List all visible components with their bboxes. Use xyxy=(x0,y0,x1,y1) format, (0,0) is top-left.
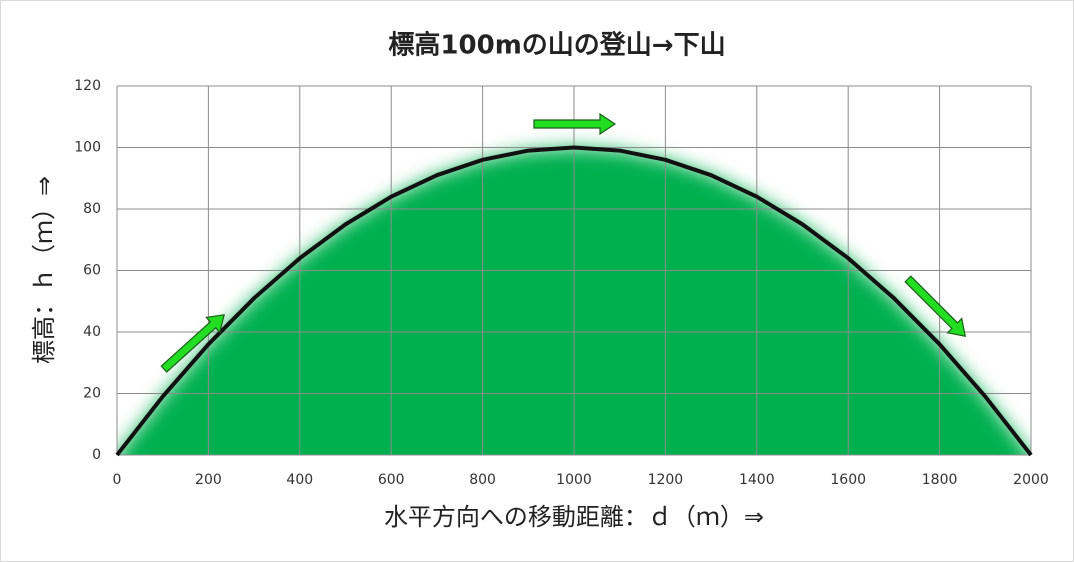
x-tick-label: 2000 xyxy=(1013,472,1049,488)
chart-title: 標高100mの山の登山→下山 xyxy=(388,30,725,61)
y-tick-label: 20 xyxy=(83,386,101,402)
direction-arrows xyxy=(160,112,967,373)
x-tick-label: 1800 xyxy=(922,472,958,488)
y-tick-label: 0 xyxy=(92,447,101,463)
x-tick-label: 0 xyxy=(113,472,122,488)
y-axis-label: 標高：ｈ（ｍ）⇒ xyxy=(30,176,58,364)
x-tick-label: 1200 xyxy=(648,472,684,488)
x-tick-label: 1400 xyxy=(739,472,775,488)
line xyxy=(115,145,1033,457)
arrow-down xyxy=(904,275,967,338)
y-tick-label: 60 xyxy=(83,263,101,279)
x-tick-label: 200 xyxy=(195,472,222,488)
x-tick-label: 400 xyxy=(286,472,313,488)
x-axis-label: 水平方向への移動距離：ｄ（ｍ）⇒ xyxy=(384,503,764,531)
x-tick-label: 800 xyxy=(469,472,496,488)
arrow-up xyxy=(160,314,225,373)
x-tick-label: 600 xyxy=(378,472,405,488)
x-tick-label: 1600 xyxy=(830,472,866,488)
arrow-flat xyxy=(533,112,617,136)
x-tick-label: 1000 xyxy=(556,472,592,488)
y-tick-label: 120 xyxy=(74,78,101,94)
y-tick-label: 80 xyxy=(83,201,101,217)
y-tick-label: 100 xyxy=(74,140,101,156)
y-tick-label: 40 xyxy=(83,324,101,340)
